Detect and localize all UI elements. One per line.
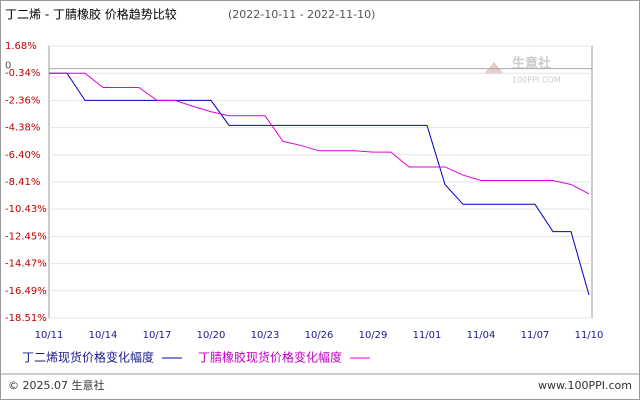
x-tick-label: 10/26 [305,330,334,341]
footer-copyright: © 2025.07 生意社 [8,378,104,392]
y-tick-label: -14.47% [5,259,47,270]
watermark-name: 生意社 [512,56,551,72]
y-tick-label: -4.38% [5,123,40,134]
x-tick-label: 11/10 [575,330,604,341]
x-tick-label: 11/04 [467,330,496,341]
x-tick-label: 11/01 [413,330,442,341]
y-tick-label: -8.41% [5,177,40,188]
y-tick-label: -12.45% [5,231,47,242]
y-tick-label: -6.40% [5,150,40,161]
y-tick-label: 1.68% [5,41,37,52]
x-tick-label: 10/23 [251,330,280,341]
series-line [49,72,590,195]
chart-title: 丁二烯 - 丁腈橡胶 价格趋势比较 [5,7,177,22]
y-tick-label: -18.51% [5,313,47,324]
x-tick-label: 11/07 [521,330,550,341]
y-tick-label: -16.49% [5,286,47,297]
series-line [49,72,590,296]
y-tick-label: -2.36% [5,95,40,106]
x-tick-label: 10/11 [35,330,64,341]
footer-url: www.100PPI.com [538,379,632,392]
legend-label: 丁二烯现货价格变化幅度 [22,350,154,365]
watermark-logo [484,62,504,74]
zero-tick-label: 0 [5,61,11,72]
chart-subtitle: (2022-10-11 - 2022-11-10) [228,8,375,21]
legend-label: 丁腈橡胶现货价格变化幅度 [198,350,342,365]
x-tick-label: 10/20 [197,330,226,341]
x-tick-label: 10/29 [359,330,388,341]
watermark-site: 100PPI.COM [512,76,561,85]
y-tick-label: -10.43% [5,204,47,215]
x-tick-label: 10/17 [143,330,172,341]
x-tick-label: 10/14 [89,330,118,341]
y-tick-label: -0.34% [5,68,40,79]
